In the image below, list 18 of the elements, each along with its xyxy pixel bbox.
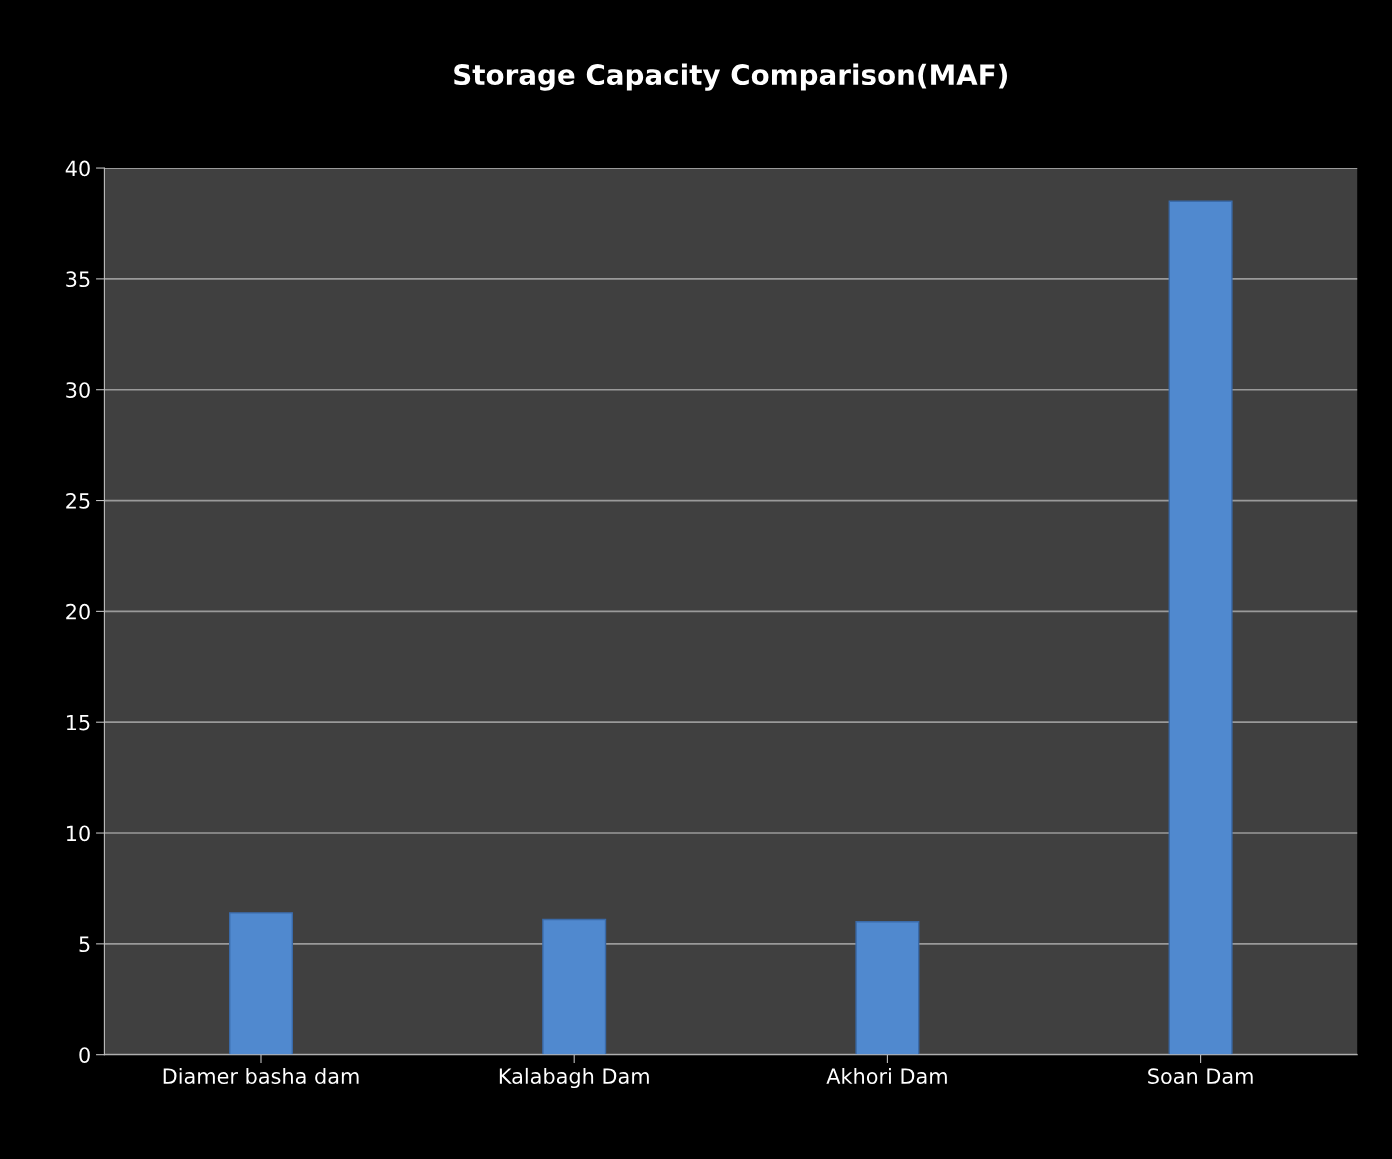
y-tick-label: 30 <box>66 382 90 398</box>
y-tick-label: 5 <box>79 936 90 953</box>
y-tick-label: 20 <box>66 603 90 620</box>
bar <box>1168 200 1233 1055</box>
x-tick-label: Akhori Dam <box>826 1067 947 1085</box>
y-tick-label: 10 <box>66 825 90 842</box>
bar <box>228 912 294 1055</box>
bar <box>542 918 607 1055</box>
y-tick-label: 25 <box>66 493 90 509</box>
x-tick-label: Diamer basha dam <box>163 1067 359 1085</box>
y-tick-label: 0 <box>79 1047 90 1063</box>
bar <box>855 920 920 1055</box>
y-tick-label: 15 <box>66 714 90 731</box>
y-tick-label: 35 <box>66 271 90 288</box>
x-tick-label: Soan Dam <box>1148 1068 1253 1085</box>
x-tick-label: Kalabagh Dam <box>499 1067 649 1089</box>
chart-title: Storage Capacity Comparison(MAF) <box>454 63 1007 91</box>
y-tick-label: 40 <box>65 160 90 177</box>
